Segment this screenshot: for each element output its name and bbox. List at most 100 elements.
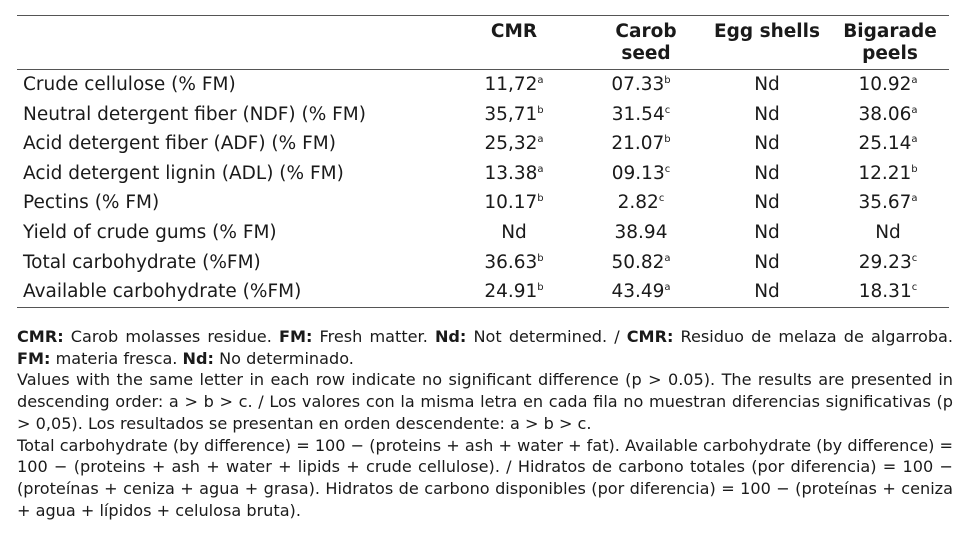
cell-carob-seed: 2.82c [575,188,707,218]
abbr-fm-text: Fresh matter. [312,327,435,346]
header-egg-shells: Egg shells [714,21,820,42]
cell-value: Nd [501,221,527,243]
note-abbreviations: CMR: Carob molasses residue. FM: Fresh m… [17,326,953,369]
abbr-fm: FM: [278,327,313,346]
abbr-nd-es: Nd: [182,348,214,368]
cell-egg-shells: Nd [707,70,827,100]
table-row: Acid detergent fiber (ADF) (% FM) 25,32a 2… [17,129,949,159]
cell-bigarade-peels: 38.06a [827,100,949,130]
cell-value: Nd [754,133,780,155]
table-notes: CMR: Carob molasses residue. FM: Fresh m… [17,326,953,521]
cell-value: 31.54 [611,103,665,125]
cell-value: 09.13 [611,162,665,184]
significance-letter: c [911,282,918,294]
cell-value: Nd [754,103,780,125]
cell-cmr: 25,32a [453,129,575,159]
significance-letter: a [911,134,918,146]
cell-value: 25,32 [484,133,538,155]
cell-value: 38.94 [614,221,668,243]
row-label: Pectins (% FM) [23,192,160,214]
cell-egg-shells: Nd [707,100,827,130]
cell-bigarade-peels: 12.21b [827,159,949,189]
row-label: Yield of crude gums (% FM) [23,221,277,243]
cell-value: 36.63 [484,251,538,273]
cell-value: Nd [754,192,780,214]
table-header-row: CMR Carob seed Egg shells Bigarade peels [17,15,949,70]
abbr-cmr-es: CMR: [626,327,674,346]
row-label: Acid detergent fiber (ADF) (% FM) [23,133,336,155]
cell-carob-seed: 43.49a [575,277,707,307]
table-row: Yield of crude gums (% FM) Nd 38.94 Nd Nd [17,218,949,248]
cell-value: 25.14 [858,133,912,155]
cell-egg-shells: Nd [707,277,827,307]
abbr-nd-text: Not determined. / [466,327,627,346]
table-row: Acid detergent lignin (ADL) (% FM) 13.38a… [17,159,949,189]
abbr-fm-es: FM: [17,348,51,368]
significance-letter: b [664,75,671,86]
row-label: Available carbohydrate (%FM) [23,281,302,303]
cell-value: Nd [754,74,780,95]
cell-value: 2.82 [617,192,659,214]
header-carob-seed: Carob seed [615,21,677,64]
note-carbohydrate: Total carbohydrate (by difference) = 100… [17,435,953,520]
table-row: Pectins (% FM) 10.17b 2.82c Nd 35.67a [17,188,949,218]
cell-value: 35.67 [858,192,912,214]
row-label: Neutral detergent fiber (NDF) (% FM) [23,103,366,125]
cell-value: 50.82 [611,251,665,273]
cell-value: 35,71 [484,103,538,125]
row-label: Total carbohydrate (%FM) [23,251,261,273]
cell-carob-seed: 21.07b [575,129,707,159]
significance-letter: c [658,193,665,205]
cell-cmr: 10.17b [453,188,575,218]
cell-carob-seed: 38.94 [575,218,707,248]
significance-letter: a [911,193,918,205]
cell-carob-seed: 50.82a [575,248,707,278]
cell-value: 43.49 [611,281,665,303]
cell-value: 13.38 [484,162,538,184]
row-label: Crude cellulose (% FM) [23,74,236,95]
cell-cmr: 35,71b [453,100,575,130]
cell-carob-seed: 09.13c [575,159,707,189]
significance-letter: c [664,163,671,175]
cell-carob-seed: 07.33b [575,70,707,100]
composition-table-container: CMR Carob seed Egg shells Bigarade peels… [17,15,949,308]
cell-value: 29.23 [858,251,912,273]
row-label: Acid detergent lignin (ADL) (% FM) [23,162,344,184]
cell-value: 12.21 [858,162,912,184]
significance-letter: b [537,193,544,205]
cell-cmr: 13.38a [453,159,575,189]
cell-bigarade-peels: 25.14a [827,129,949,159]
cell-cmr: 11,72a [453,70,575,100]
cell-carob-seed: 31.54c [575,100,707,130]
composition-table: CMR Carob seed Egg shells Bigarade peels… [17,15,949,308]
cell-cmr: Nd [453,218,575,248]
significance-letter: c [664,104,671,116]
table-body: Crude cellulose (% FM) 11,72a 07.33b Nd 10.9… [17,70,949,308]
significance-letter: a [537,75,544,86]
cell-cmr: 24.91b [453,277,575,307]
significance-letter: c [911,252,918,264]
significance-letter: b [537,282,544,294]
note-significance: Values with the same letter in each row … [17,370,953,433]
cell-egg-shells: Nd [707,248,827,278]
table-row: Neutral detergent fiber (NDF) (% FM) 35,7… [17,100,949,130]
cell-value: 18.31 [858,281,912,303]
cell-value: 11,72 [484,74,538,95]
cell-value: 24.91 [484,281,538,303]
abbr-cmr: CMR: [17,327,64,346]
abbr-cmr-text-es: Residuo de melaza de algarroba. [673,327,954,346]
abbr-nd: Nd: [434,327,467,346]
cell-value: Nd [875,221,901,243]
significance-letter: a [911,104,918,116]
cell-bigarade-peels: Nd [827,218,949,248]
abbr-fm-text-es: materia fresca. [50,348,183,368]
significance-letter: b [911,163,918,175]
cell-bigarade-peels: 18.31c [827,277,949,307]
cell-value: Nd [754,281,780,303]
cell-bigarade-peels: 29.23c [827,248,949,278]
cell-bigarade-peels: 35.67a [827,188,949,218]
table-row: Available carbohydrate (%FM) 24.91b 43.49a… [17,277,949,308]
table-row: Crude cellulose (% FM) 11,72a 07.33b Nd 10.9… [17,70,949,100]
cell-egg-shells: Nd [707,129,827,159]
header-bigarade-peels: Bigarade peels [843,21,937,64]
